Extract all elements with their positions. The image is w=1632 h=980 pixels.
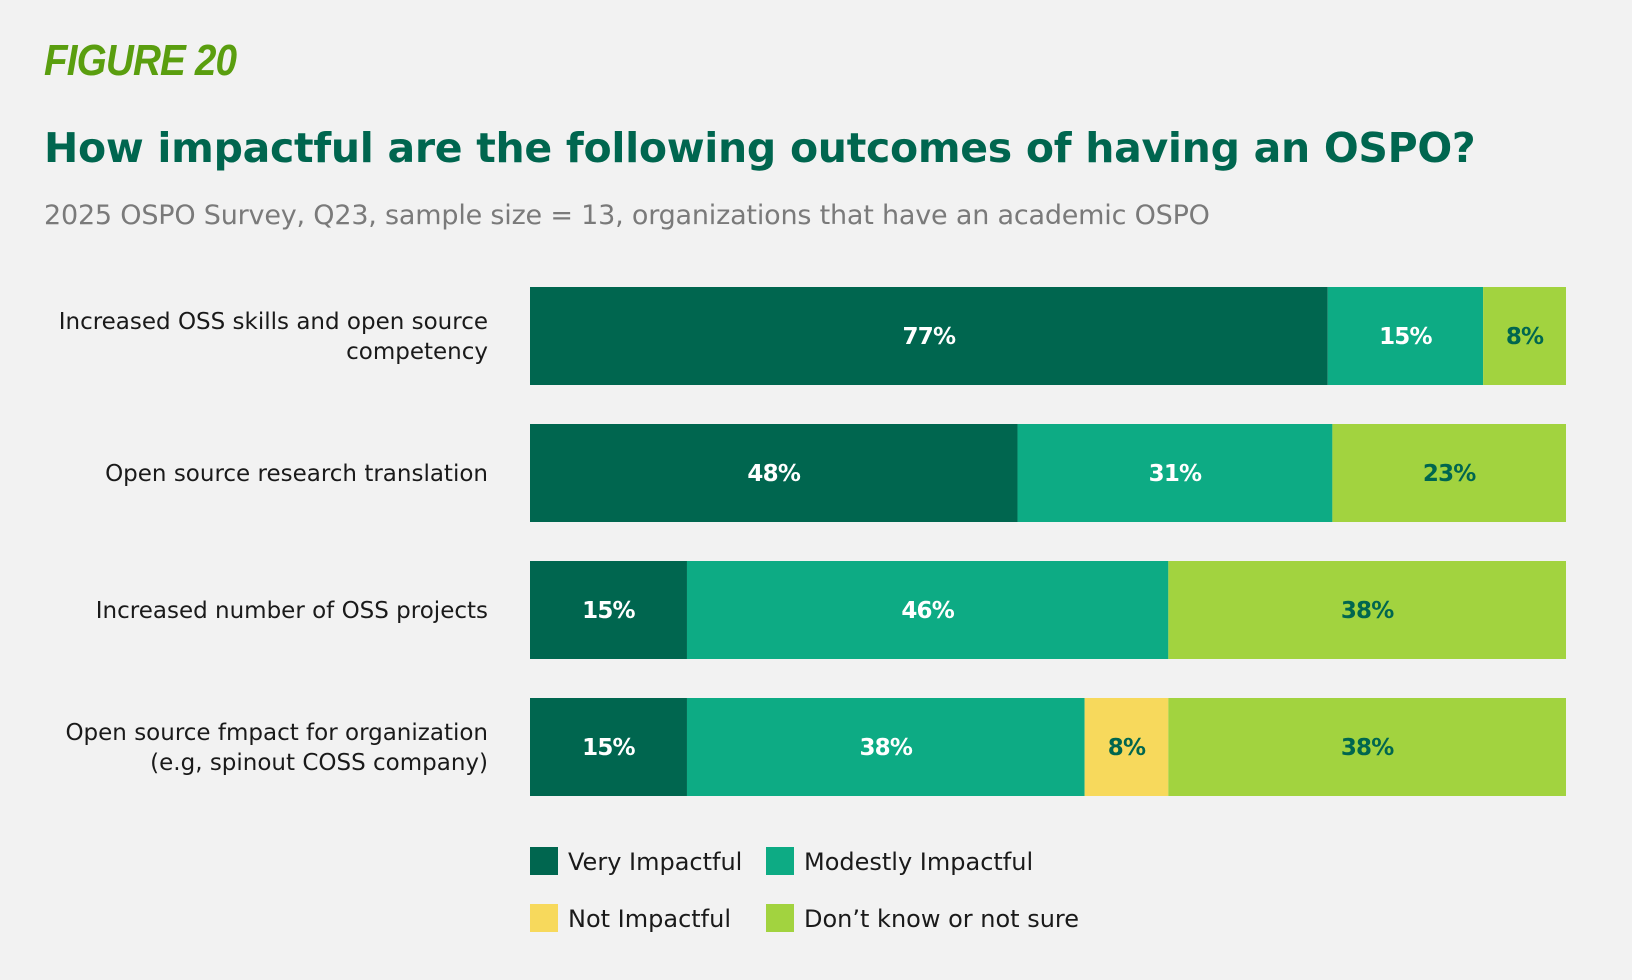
data-label: 48% xyxy=(747,461,800,487)
category-label: Increased OSS skills and open source comp… xyxy=(59,309,488,365)
category-label: Open source fmpact for organization (e.g,… xyxy=(65,720,488,776)
data-label: 38% xyxy=(859,735,912,761)
chart-title: How impactful are the following outcomes… xyxy=(44,124,1476,172)
data-label: 77% xyxy=(903,324,956,350)
data-label: 8% xyxy=(1506,324,1544,350)
category-label: Open source research translation xyxy=(105,461,488,487)
bar-segment-modestly-impactful xyxy=(1017,424,1333,522)
data-label: 15% xyxy=(582,735,635,761)
legend-label: Modestly Impactful xyxy=(804,848,1033,876)
chart-subtitle: 2025 OSPO Survey, Q23, sample size = 13,… xyxy=(44,200,1210,231)
legend-item: Not Impactful xyxy=(530,904,731,933)
bar-segment-very-impactful xyxy=(530,698,687,796)
legend-label: Very Impactful xyxy=(568,848,742,876)
category-label: Increased number of OSS projects xyxy=(96,598,488,624)
bar-segment-not-impactful xyxy=(1084,698,1169,796)
data-label: 31% xyxy=(1149,461,1202,487)
bar-segment-don-t-know-or-not-sure xyxy=(1168,698,1566,796)
legend-item: Don’t know or not sure xyxy=(766,904,1079,933)
legend-swatch xyxy=(766,904,794,932)
bar-segment-modestly-impactful xyxy=(1327,287,1484,385)
data-label: 46% xyxy=(901,598,954,624)
legend-label: Don’t know or not sure xyxy=(804,905,1079,933)
bar-segment-don-t-know-or-not-sure xyxy=(1332,424,1566,522)
legend-label: Not Impactful xyxy=(568,905,731,933)
bar-segment-very-impactful xyxy=(530,424,1018,522)
data-label: 23% xyxy=(1423,461,1476,487)
legend-item: Very Impactful xyxy=(530,847,742,876)
data-label: 38% xyxy=(1341,598,1394,624)
data-label: 38% xyxy=(1341,735,1394,761)
legend-item: Modestly Impactful xyxy=(766,847,1033,876)
bar-segment-modestly-impactful xyxy=(686,698,1085,796)
legend-swatch xyxy=(530,904,558,932)
bar-segment-very-impactful xyxy=(530,561,687,659)
legend-swatch xyxy=(766,847,794,875)
data-label: 15% xyxy=(1379,324,1432,350)
bar-segment-modestly-impactful xyxy=(686,561,1169,659)
figure-label: FIGURE 20 xyxy=(44,36,237,85)
bar-segment-very-impactful xyxy=(530,287,1328,385)
bar-segment-don-t-know-or-not-sure xyxy=(1483,287,1566,385)
bar-segment-don-t-know-or-not-sure xyxy=(1168,561,1566,659)
data-label: 15% xyxy=(582,598,635,624)
data-label: 8% xyxy=(1108,735,1146,761)
legend-swatch xyxy=(530,847,558,875)
